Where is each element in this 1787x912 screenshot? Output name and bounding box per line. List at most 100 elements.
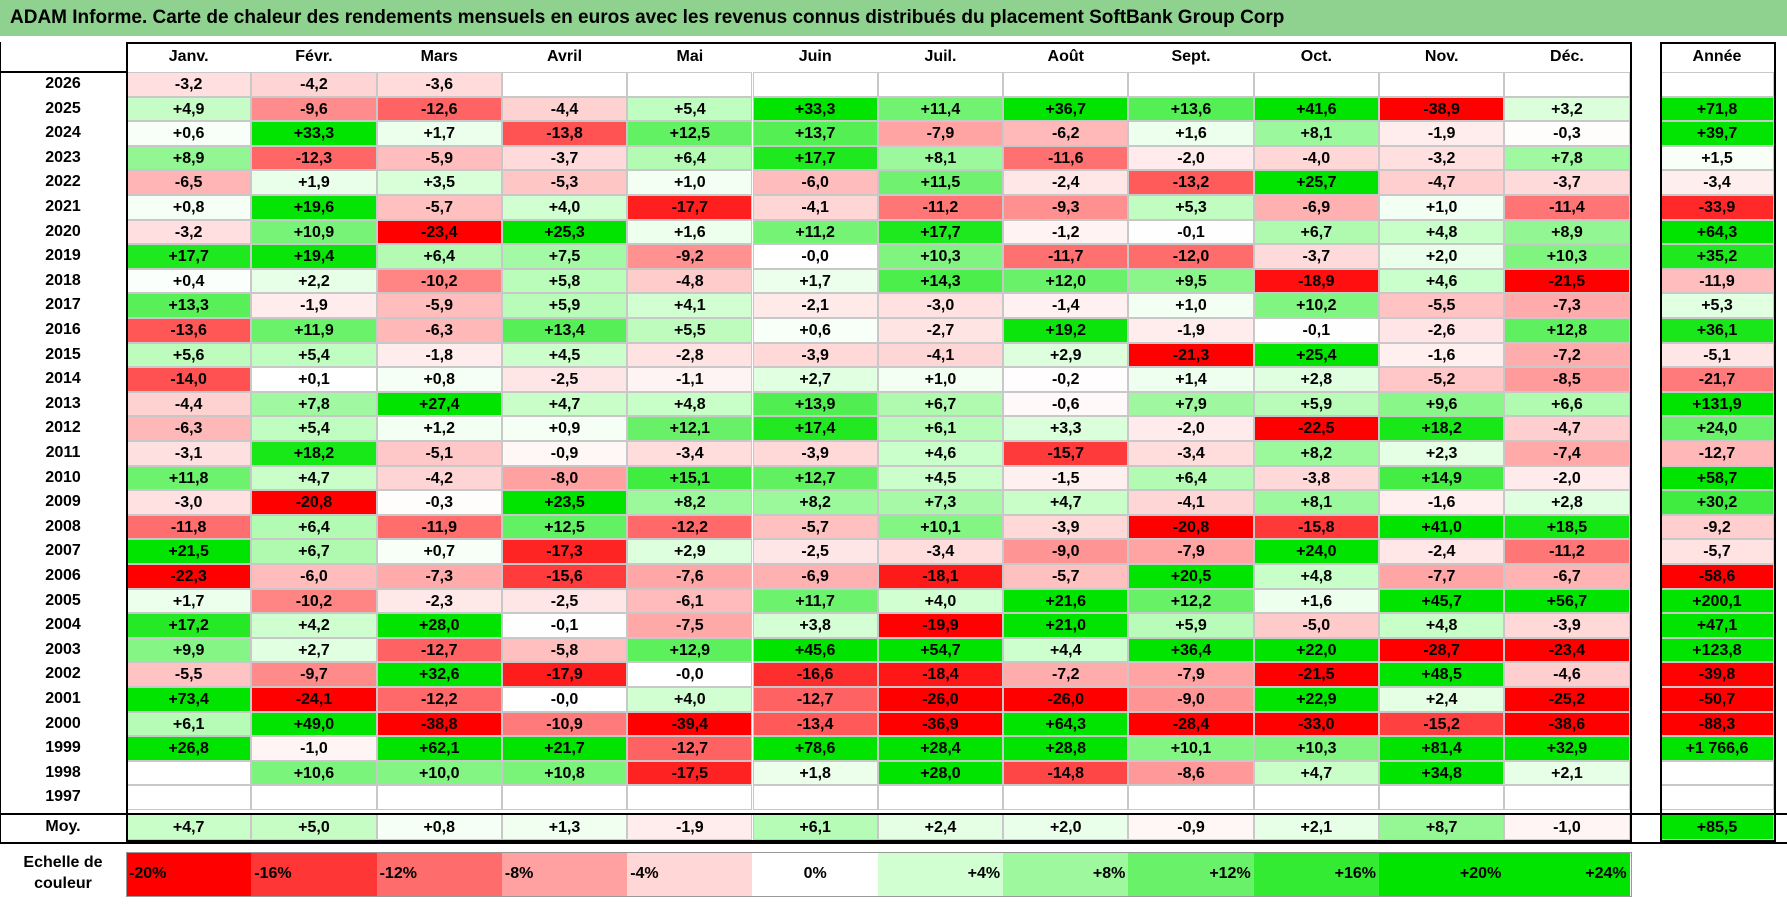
annual-cell: +1 766,6	[1660, 736, 1774, 761]
heatmap-cell: +11,7	[752, 588, 878, 614]
month-header: Juil.	[924, 48, 957, 65]
heatmap-cell: -6,3	[126, 416, 252, 441]
heatmap-cell: -17,9	[501, 662, 628, 687]
heatmap-cell: +24,0	[1253, 539, 1379, 564]
heatmap-cell	[1003, 785, 1129, 810]
heatmap-cell: +10,9	[251, 219, 377, 245]
heatmap-cell: +28,4	[877, 736, 1004, 761]
annual-cell: -9,2	[1660, 514, 1774, 540]
heatmap-cell: +4,7	[1003, 490, 1129, 515]
heatmap-cell: -14,8	[1003, 760, 1129, 786]
heatmap-cell: +1,0	[877, 367, 1004, 392]
heatmap-cell: -21,3	[1128, 342, 1254, 368]
heatmap-cell: +14,3	[877, 268, 1004, 294]
annual-cell	[1660, 72, 1774, 97]
heatmap-cell: -4,4	[126, 391, 252, 417]
heatmap-cell: -7,9	[1128, 539, 1254, 564]
heatmap-cell: -13,4	[752, 711, 878, 737]
heatmap-cell: +1,2	[376, 416, 502, 441]
heatmap-cell: +5,6	[126, 342, 252, 368]
heatmap-cell: +5,9	[1253, 391, 1379, 417]
heatmap-cell: +6,4	[376, 244, 502, 269]
heatmap-cell: -3,0	[126, 490, 252, 515]
heatmap-cell: +6,4	[627, 145, 753, 171]
heatmap-cell: +15,1	[627, 465, 753, 491]
annual-cell: +35,2	[1660, 244, 1774, 269]
heatmap-cell: -6,7	[1504, 564, 1630, 589]
heatmap-cell: +10,6	[251, 760, 377, 786]
heatmap-cell: -5,9	[376, 293, 502, 318]
heatmap-cell: +12,0	[1003, 268, 1129, 294]
average-cell: -1,0	[1504, 814, 1630, 840]
heatmap-cell: -18,9	[1253, 268, 1379, 294]
heatmap-cell: +2,2	[251, 268, 377, 294]
year-label: 2004	[45, 616, 81, 634]
heatmap-cell: +5,4	[251, 416, 377, 441]
heatmap-cell: +33,3	[251, 121, 377, 146]
heatmap-cell: +36,4	[1128, 637, 1254, 663]
heatmap-cell	[1379, 785, 1505, 810]
heatmap-cell: +32,6	[376, 662, 502, 687]
heatmap-cell: +8,9	[126, 145, 252, 171]
heatmap-cell: -7,3	[1504, 293, 1630, 318]
heatmap-cell: -3,2	[1379, 145, 1505, 171]
heatmap-cell: -23,4	[376, 219, 502, 245]
heatmap-cell: -5,8	[501, 637, 628, 663]
heatmap-cell: -9,6	[251, 96, 377, 122]
heatmap-cell: +11,8	[126, 465, 252, 491]
heatmap-cell: -5,5	[126, 662, 252, 687]
heatmap-cell: -4,6	[1504, 662, 1630, 687]
heatmap-cell: +18,5	[1504, 514, 1630, 540]
heatmap-cell: -11,9	[376, 514, 502, 540]
annual-cell: -88,3	[1660, 711, 1774, 737]
annual-cell: -12,7	[1660, 441, 1774, 466]
annual-cell: +24,0	[1660, 416, 1774, 441]
heatmap-cell: +3,3	[1003, 416, 1129, 441]
heatmap-cell: +41,6	[1253, 96, 1379, 122]
heatmap-cell: -7,4	[1504, 441, 1630, 466]
heatmap-cell: -9,0	[1128, 687, 1254, 712]
annual-cell: +39,7	[1660, 121, 1774, 146]
heatmap-cell: +1,6	[627, 219, 753, 245]
annual-cell: +36,1	[1660, 318, 1774, 343]
heatmap-cell: -2,4	[1003, 170, 1129, 195]
heatmap-cell: +7,3	[877, 490, 1004, 515]
heatmap-cell: +11,9	[251, 318, 377, 343]
heatmap-cell	[1504, 785, 1630, 810]
heatmap-cell: -9,7	[251, 662, 377, 687]
heatmap-cell: +25,7	[1253, 170, 1379, 195]
heatmap-cell: -3,9	[752, 342, 878, 368]
heatmap-cell: +62,1	[376, 736, 502, 761]
month-header: Avril	[547, 48, 583, 65]
heatmap-cell: +21,7	[501, 736, 628, 761]
average-cell: +6,1	[752, 814, 878, 840]
year-label: 2009	[45, 493, 81, 511]
heatmap-cell: +3,5	[376, 170, 502, 195]
heatmap-cell: +45,6	[752, 637, 878, 663]
scale-step: +16%	[1253, 852, 1379, 896]
heatmap-cell: -7,2	[1003, 662, 1129, 687]
annual-cell: +5,3	[1660, 293, 1774, 318]
heatmap-cell: -12,7	[627, 736, 753, 761]
scale-step: -16%	[251, 852, 377, 896]
heatmap-cell: -3,4	[877, 539, 1004, 564]
year-label: 2023	[45, 148, 81, 166]
heatmap-cell: -1,9	[251, 293, 377, 318]
heatmap-cell: -0,0	[627, 662, 753, 687]
year-label: 1999	[45, 739, 81, 757]
heatmap-cell: -39,4	[627, 711, 753, 737]
annual-cell: -58,6	[1660, 564, 1774, 589]
heatmap-cell: -24,1	[251, 687, 377, 712]
heatmap-cell: +4,0	[501, 195, 628, 220]
heatmap-cell: +6,7	[1253, 219, 1379, 245]
heatmap-cell: -2,3	[376, 588, 502, 614]
heatmap-cell: +2,7	[251, 637, 377, 663]
heatmap-cell: -3,2	[126, 219, 252, 245]
heatmap-cell: +6,4	[1128, 465, 1254, 491]
heatmap-cell	[752, 72, 878, 97]
heatmap-cell: +12,1	[627, 416, 753, 441]
heatmap-cell: +12,5	[627, 121, 753, 146]
heatmap-cell	[1253, 72, 1379, 97]
heatmap-cell: +0,9	[501, 416, 628, 441]
